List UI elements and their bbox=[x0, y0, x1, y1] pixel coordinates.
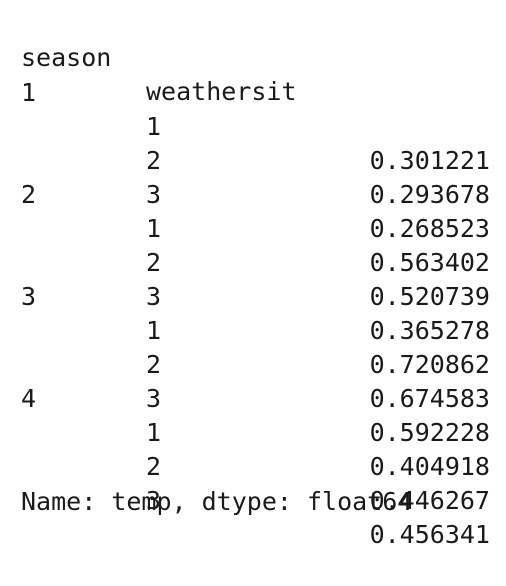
weathersit-cell: 1 bbox=[146, 316, 162, 345]
weathersit-cell: 1 bbox=[146, 418, 162, 447]
table-row: 3 0.456341 bbox=[0, 416, 506, 549]
weathersit-cell: 1 bbox=[146, 214, 162, 243]
season-cell: 1 bbox=[21, 78, 37, 107]
value-cell: 0.720862 bbox=[369, 350, 490, 379]
weathersit-cell: 3 bbox=[146, 384, 162, 413]
table-row: 3 0.268523 bbox=[0, 110, 506, 243]
weathersit-cell: 2 bbox=[146, 146, 162, 175]
season-cell: 2 bbox=[21, 180, 37, 209]
value-cell: 0.592228 bbox=[369, 418, 490, 447]
value-cell: 0.301221 bbox=[369, 146, 490, 175]
weathersit-cell: 2 bbox=[146, 248, 162, 277]
header-row: season weathersit bbox=[0, 7, 506, 106]
value-cell: 0.268523 bbox=[369, 214, 490, 243]
value-cell: 0.404918 bbox=[369, 452, 490, 481]
series-output: season weathersit 1 1 0.301221 2 0.29367… bbox=[0, 7, 506, 549]
table-row: 3 0.365278 bbox=[0, 212, 506, 345]
table-row: 3 1 0.720862 bbox=[0, 246, 506, 379]
table-row: 2 0.446267 bbox=[0, 382, 506, 515]
table-row: 3 0.592228 bbox=[0, 314, 506, 447]
season-cell: 4 bbox=[21, 384, 37, 413]
weathersit-cell: 3 bbox=[146, 180, 162, 209]
value-cell: 0.674583 bbox=[369, 384, 490, 413]
value-cell: 0.520739 bbox=[369, 282, 490, 311]
value-cell: 0.293678 bbox=[369, 180, 490, 209]
season-header: season bbox=[21, 43, 112, 72]
weathersit-cell: 2 bbox=[146, 350, 162, 379]
value-cell: 0.365278 bbox=[369, 316, 490, 345]
footer-row: Name: temp, dtype: float64 bbox=[0, 451, 506, 516]
table-row: 2 0.674583 bbox=[0, 280, 506, 413]
weathersit-cell: 2 bbox=[146, 452, 162, 481]
weathersit-cell: 3 bbox=[146, 282, 162, 311]
value-cell: 0.563402 bbox=[369, 248, 490, 277]
season-cell: 3 bbox=[21, 282, 37, 311]
value-cell: 0.456341 bbox=[369, 520, 490, 549]
series-footer: Name: temp, dtype: float64 bbox=[21, 487, 413, 516]
table-row: 2 1 0.563402 bbox=[0, 144, 506, 277]
table-row: 2 0.520739 bbox=[0, 178, 506, 311]
weathersit-header: weathersit bbox=[146, 77, 297, 106]
table-row: 2 0.293678 bbox=[0, 76, 506, 209]
table-row: 1 1 0.301221 bbox=[0, 42, 506, 175]
table-row: 4 1 0.404918 bbox=[0, 348, 506, 481]
weathersit-cell: 1 bbox=[146, 112, 162, 141]
